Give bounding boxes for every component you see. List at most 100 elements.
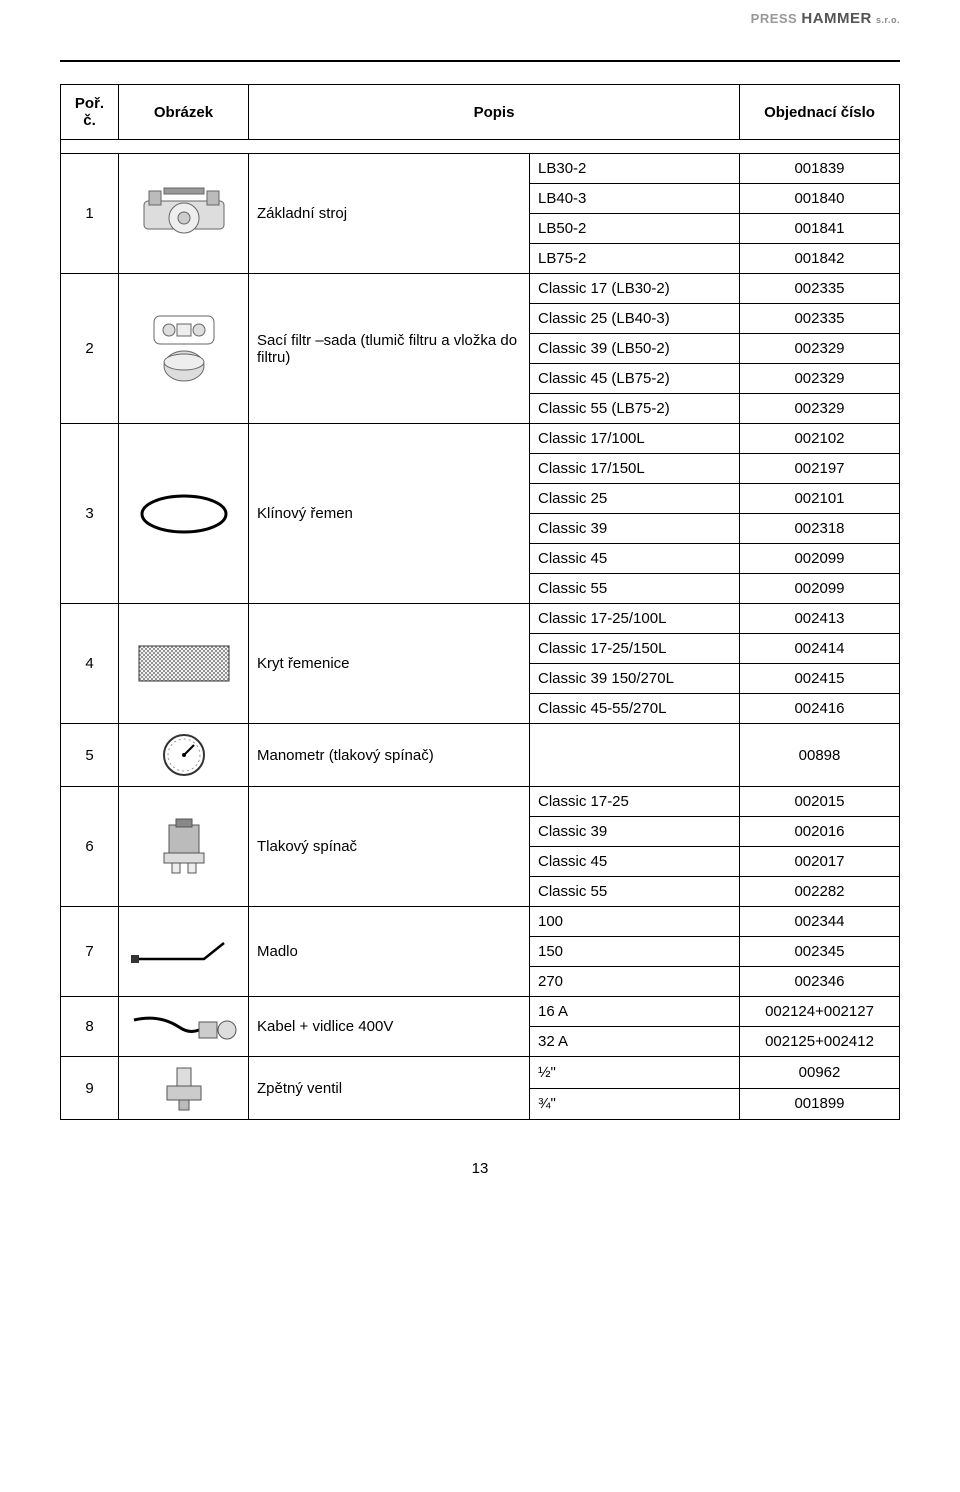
row-num: 3	[61, 424, 119, 604]
row-image	[119, 787, 249, 907]
row-popis: Kryt řemenice	[249, 604, 530, 724]
table-row: 3 Klínový řemen Classic 17/100L 002102	[61, 424, 900, 454]
sub-label: Classic 17 (LB30-2)	[530, 274, 740, 304]
sub-label: Classic 45	[530, 847, 740, 877]
row-num: 9	[61, 1057, 119, 1120]
order-number: 002346	[740, 967, 900, 997]
compressor-icon	[134, 186, 234, 241]
sub-label: Classic 25	[530, 484, 740, 514]
sub-label: Classic 55	[530, 877, 740, 907]
order-number: 002099	[740, 544, 900, 574]
order-number: 002015	[740, 787, 900, 817]
brand-prefix: PRESS	[751, 11, 798, 26]
table-row: 7 Madlo 100 002344	[61, 907, 900, 937]
sub-label: LB75-2	[530, 244, 740, 274]
pressure-switch-icon	[154, 817, 214, 877]
row-num: 8	[61, 997, 119, 1057]
order-number: 002413	[740, 604, 900, 634]
table-row: 5 Manometr (tlakový spínač) 00898	[61, 724, 900, 787]
sub-label: 100	[530, 907, 740, 937]
sub-label: 150	[530, 937, 740, 967]
parts-table: Poř. č. Obrázek Popis Objednací číslo 1	[60, 84, 900, 1120]
table-row: 9 Zpětný ventil ½" 00962	[61, 1057, 900, 1089]
table-row: 1 Základní stroj LB30-2 001839	[61, 154, 900, 184]
row-num: 7	[61, 907, 119, 997]
sub-label: Classic 39	[530, 514, 740, 544]
row-image	[119, 997, 249, 1057]
order-number: 001840	[740, 184, 900, 214]
gauge-icon	[159, 730, 209, 780]
order-number: 002124+002127	[740, 997, 900, 1027]
row-popis: Tlakový spínač	[249, 787, 530, 907]
row-image	[119, 724, 249, 787]
belt-loop-icon	[134, 489, 234, 539]
order-number: 001841	[740, 214, 900, 244]
order-number: 002101	[740, 484, 900, 514]
sub-label: ¾"	[530, 1088, 740, 1120]
sub-label: 270	[530, 967, 740, 997]
order-number: 002125+002412	[740, 1027, 900, 1057]
order-number: 001899	[740, 1088, 900, 1120]
order-number: 002335	[740, 274, 900, 304]
table-row: 8 Kabel + vidlice 400V 16 A 002124+00212…	[61, 997, 900, 1027]
order-number: 001842	[740, 244, 900, 274]
order-number: 002414	[740, 634, 900, 664]
sub-label: Classic 55 (LB75-2)	[530, 394, 740, 424]
row-popis: Madlo	[249, 907, 530, 997]
table-row: 4 Kryt řemenice Classic 17-25/100L 00241…	[61, 604, 900, 634]
table-row: 6 Tlakový spínač Classic 17-25 002015	[61, 787, 900, 817]
sub-label: Classic 17-25/100L	[530, 604, 740, 634]
header-order: Objednací číslo	[740, 85, 900, 140]
row-image	[119, 424, 249, 604]
row-popis: Sací filtr –sada (tlumič filtru a vložka…	[249, 274, 530, 424]
sub-label: Classic 25 (LB40-3)	[530, 304, 740, 334]
mesh-cover-icon	[134, 641, 234, 686]
row-popis: Kabel + vidlice 400V	[249, 997, 530, 1057]
row-image	[119, 274, 249, 424]
order-number: 002415	[740, 664, 900, 694]
order-number: 002344	[740, 907, 900, 937]
sub-label: LB40-3	[530, 184, 740, 214]
order-number: 002016	[740, 817, 900, 847]
order-number: 002282	[740, 877, 900, 907]
order-number: 002197	[740, 454, 900, 484]
row-popis: Zpětný ventil	[249, 1057, 530, 1120]
row-num: 2	[61, 274, 119, 424]
sub-label: 16 A	[530, 997, 740, 1027]
row-image	[119, 154, 249, 274]
sub-label: Classic 39 (LB50-2)	[530, 334, 740, 364]
valve-icon	[159, 1063, 209, 1113]
order-number: 00898	[740, 724, 900, 787]
filter-radio-icon	[144, 314, 224, 384]
table-header-row: Poř. č. Obrázek Popis Objednací číslo	[61, 85, 900, 140]
order-number: 001839	[740, 154, 900, 184]
row-image	[119, 907, 249, 997]
order-number: 002329	[740, 364, 900, 394]
header-num: Poř. č.	[61, 85, 119, 140]
row-num: 6	[61, 787, 119, 907]
header-rule	[60, 60, 900, 62]
order-number: 002099	[740, 574, 900, 604]
sub-label: LB50-2	[530, 214, 740, 244]
sub-label: Classic 45 (LB75-2)	[530, 364, 740, 394]
order-number: 002335	[740, 304, 900, 334]
brand-suffix: s.r.o.	[876, 15, 900, 25]
row-popis: Klínový řemen	[249, 424, 530, 604]
sub-label: 32 A	[530, 1027, 740, 1057]
page-number: 13	[60, 1160, 900, 1177]
brand-logo: PRESS HAMMER s.r.o.	[751, 10, 900, 27]
sub-label: Classic 17/150L	[530, 454, 740, 484]
row-image	[119, 604, 249, 724]
sub-label: Classic 17/100L	[530, 424, 740, 454]
sub-label: Classic 39	[530, 817, 740, 847]
sub-label: LB30-2	[530, 154, 740, 184]
header-img: Obrázek	[119, 85, 249, 140]
sub-label: Classic 55	[530, 574, 740, 604]
sub-label: ½"	[530, 1057, 740, 1089]
header-popis: Popis	[249, 85, 740, 140]
row-num: 5	[61, 724, 119, 787]
sub-label: Classic 45	[530, 544, 740, 574]
handle-icon	[129, 937, 239, 967]
order-number: 002329	[740, 334, 900, 364]
order-number: 002102	[740, 424, 900, 454]
